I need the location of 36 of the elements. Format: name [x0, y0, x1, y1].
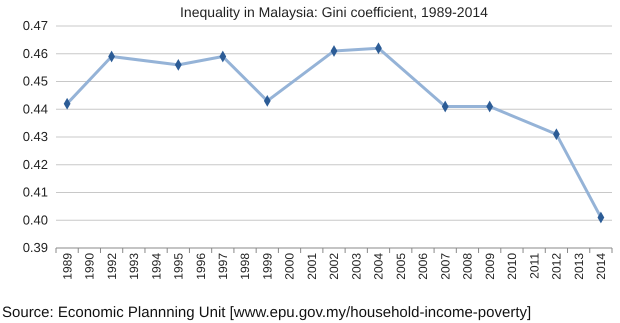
x-tick-label: 2005	[394, 252, 408, 280]
x-tick-label: 2001	[304, 252, 319, 280]
x-tick-label: 2013	[572, 252, 586, 280]
y-tick-label: 0.41	[22, 184, 48, 200]
x-tick-label: 2003	[349, 252, 364, 280]
x-tick-label: 2004	[372, 252, 386, 280]
y-tick-label: 0.45	[22, 74, 48, 89]
y-tick-label: 0.44	[22, 101, 48, 116]
x-tick-label: 2008	[460, 252, 475, 280]
x-tick-label: 1999	[260, 252, 274, 280]
x-tick-label: 2009	[482, 252, 497, 280]
chart-title: Inequality in Malaysia: Gini coefficient, 1989-2014	[180, 4, 488, 20]
x-tick-label: 1993	[127, 252, 142, 280]
x-tick-label: 1996	[194, 252, 208, 280]
y-tick-label: 0.42	[22, 156, 48, 172]
x-tick-label: 2002	[327, 252, 342, 280]
x-tick-label: 2006	[416, 252, 430, 280]
x-tick-label: 2000	[282, 252, 297, 280]
y-tick-label: 0.40	[22, 212, 48, 228]
x-tick-label: 1997	[216, 252, 230, 280]
x-tick-label: 1990	[82, 252, 97, 280]
x-tick-label: 1992	[104, 252, 119, 280]
source-note: Source: Economic Plannning Unit [www.epu.gov.my/household-income-poverty]	[2, 304, 532, 321]
x-tick-label: 1989	[60, 252, 74, 280]
y-tick-label: 0.39	[22, 240, 48, 256]
x-tick-label: 2012	[550, 252, 564, 280]
x-tick-label: 1994	[149, 252, 164, 280]
y-tick-label: 0.43	[22, 129, 48, 144]
x-tick-label: 1995	[172, 252, 186, 280]
y-tick-label: 0.47	[22, 18, 48, 34]
x-tick-label: 2007	[438, 252, 452, 280]
y-tick-label: 0.46	[22, 46, 48, 61]
x-tick-label: 2011	[527, 252, 542, 279]
x-tick-label: 1998	[238, 252, 252, 280]
x-tick-label: 2014	[594, 252, 608, 280]
x-tick-label: 2010	[505, 252, 520, 280]
